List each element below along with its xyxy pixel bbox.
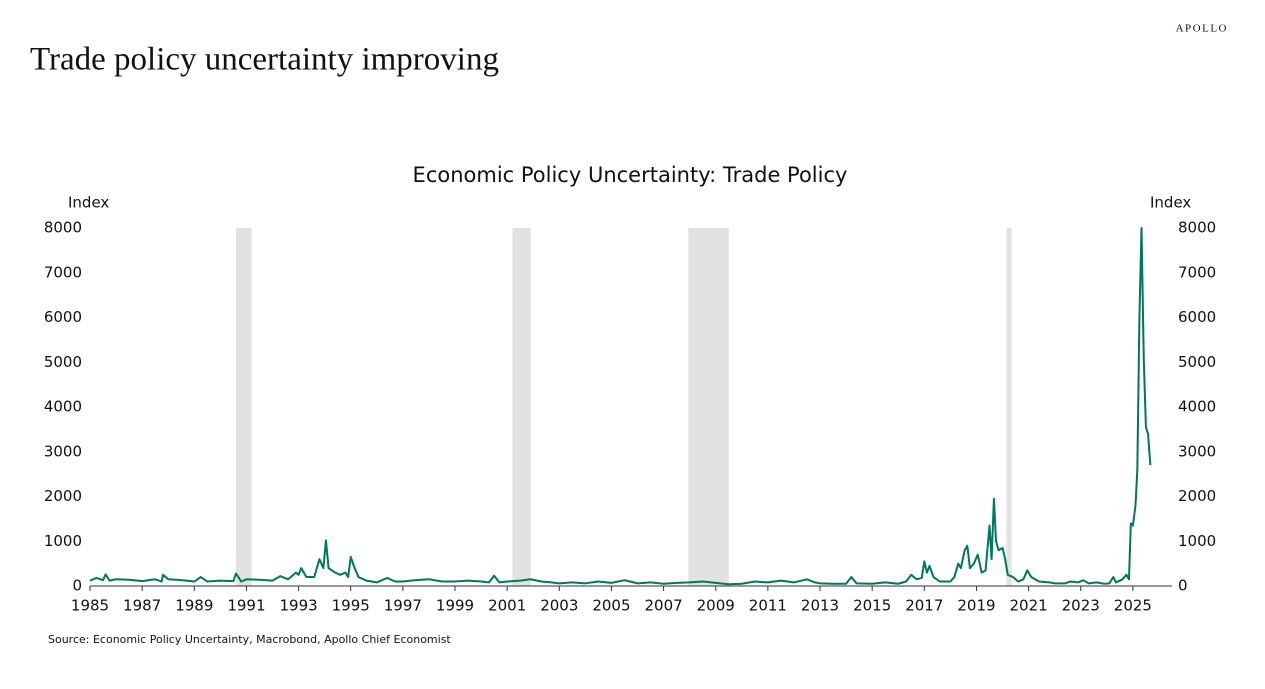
x-tick-label: 2023 [1062, 597, 1100, 615]
recession-band [688, 228, 729, 586]
brand: APOLLO [1176, 23, 1228, 35]
recession-band [512, 228, 531, 586]
y2-tick-label: 7000 [1178, 263, 1216, 281]
y-tick-label: 8000 [44, 219, 82, 237]
recession-band [236, 228, 252, 586]
x-tick-label: 1999 [436, 597, 474, 615]
line-series [89, 227, 1152, 586]
recession-band [1006, 228, 1012, 586]
y-tick-label: 5000 [44, 353, 82, 371]
x-tick-label: 2017 [905, 597, 943, 615]
y-tick-label: 0 [72, 577, 82, 595]
y2-tick-label: 5000 [1178, 353, 1216, 371]
y-tick-label: 7000 [44, 263, 82, 281]
x-tick-label: 2003 [540, 597, 578, 615]
x-tick-label: 1993 [279, 597, 317, 615]
x-tick-label: 2019 [957, 597, 995, 615]
y-tick-label: 4000 [44, 398, 82, 416]
x-tick-label: 2009 [697, 597, 735, 615]
y-tick-label: 6000 [44, 308, 82, 326]
y2-tick-label: 0 [1178, 577, 1188, 595]
x-tick-label: 1991 [227, 597, 265, 615]
y-tick-label: 1000 [44, 532, 82, 550]
y2-axis-label: Index [1150, 194, 1191, 212]
y2-tick-label: 6000 [1178, 308, 1216, 326]
source: Source: Economic Policy Uncertainty, Mac… [48, 633, 451, 646]
y2-tick-label: 4000 [1178, 398, 1216, 416]
x-tick-label: 1987 [123, 597, 161, 615]
x-tick-label: 1997 [384, 597, 422, 615]
x-tick-label: 2025 [1114, 597, 1152, 615]
x-tick-label: 1989 [175, 597, 213, 615]
chart-title: Economic Policy Uncertainty: Trade Polic… [413, 163, 848, 187]
y-axis-label: Index [68, 194, 109, 212]
y2-tick-label: 1000 [1178, 532, 1216, 550]
y-tick-label: 3000 [44, 442, 82, 460]
x-tick-label: 2005 [592, 597, 630, 615]
x-tick-label: 2021 [1010, 597, 1048, 615]
x-tick-label: 2013 [801, 597, 839, 615]
x-tick-label: 2007 [644, 597, 682, 615]
y2-tick-label: 3000 [1178, 442, 1216, 460]
x-tick-label: 2015 [853, 597, 891, 615]
x-tick-label: 1995 [332, 597, 370, 615]
headline: Trade policy uncertainty improving [30, 42, 499, 78]
x-tick-label: 2011 [749, 597, 787, 615]
y2-tick-label: 8000 [1178, 219, 1216, 237]
y-tick-label: 2000 [44, 487, 82, 505]
x-tick-label: 2001 [488, 597, 526, 615]
y2-tick-label: 2000 [1178, 487, 1216, 505]
x-tick-label: 1985 [71, 597, 109, 615]
